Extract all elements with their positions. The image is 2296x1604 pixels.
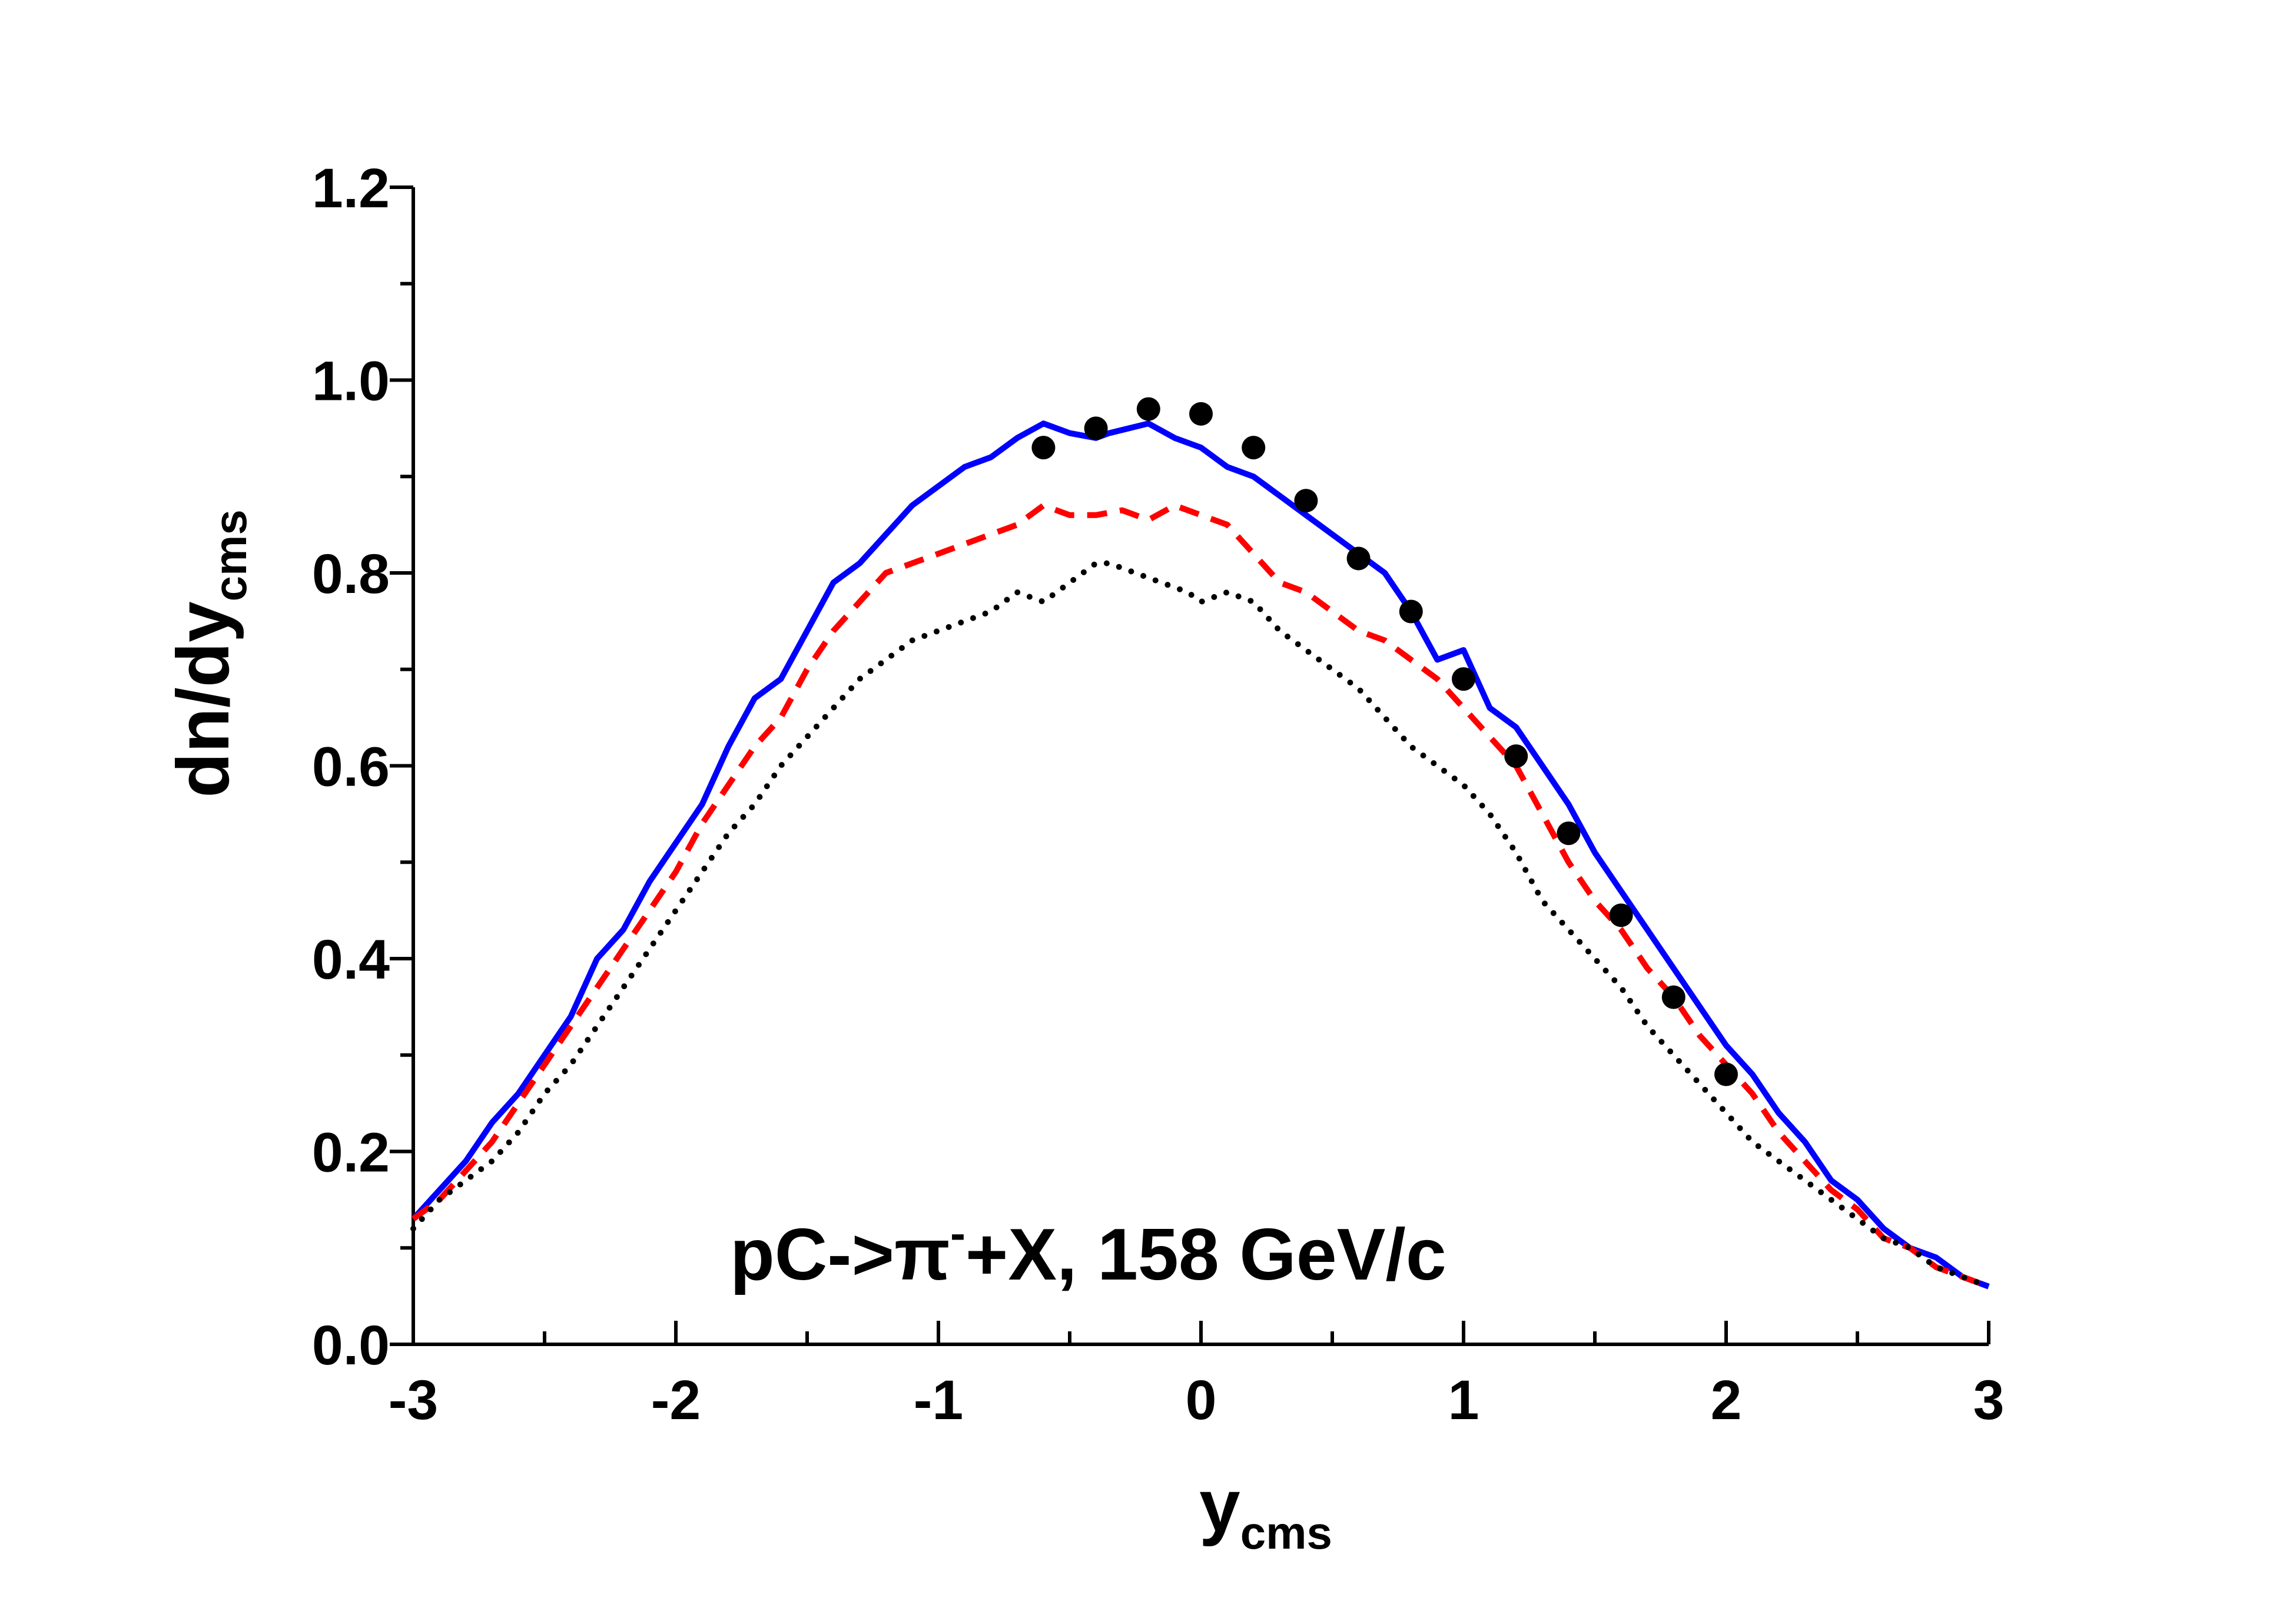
- y-axis-title-sub: cms: [204, 509, 256, 601]
- y-tick-label: 1.0: [312, 350, 390, 413]
- x-tick-label: 1: [1448, 1369, 1479, 1431]
- data-point: [1504, 744, 1528, 768]
- ticks: -3 -2 -1 0 1 2 3 0.0 0.2 0.4 0.6 0.8 1.0 1.2: [312, 157, 2005, 1431]
- annotation-prefix: pC->: [730, 1214, 894, 1295]
- annotation-particle: π: [894, 1214, 950, 1295]
- data-point: [1714, 1062, 1738, 1086]
- y-axis-title: dn/dycms: [162, 509, 256, 797]
- x-tick-label: 3: [1973, 1369, 2005, 1431]
- y-axis-title-main: dn/dy: [162, 601, 244, 797]
- data-points: [1031, 397, 1738, 1086]
- series-dashed-line: [412, 502, 1990, 1290]
- series-lines: [410, 420, 1992, 1290]
- y-tick-label: 0.6: [312, 736, 390, 798]
- data-point: [1399, 599, 1423, 624]
- data-point: [1031, 436, 1056, 460]
- annotation-charge: -: [950, 1207, 965, 1259]
- series-solid-line: [411, 420, 1990, 1290]
- y-tick-label: 0.0: [312, 1314, 390, 1377]
- x-tick-label: -1: [914, 1369, 963, 1431]
- data-point: [1452, 667, 1475, 691]
- y-tick-label: 0.8: [312, 543, 390, 605]
- x-tick-label: -2: [651, 1369, 701, 1431]
- data-point: [1661, 985, 1685, 1009]
- y-tick-label: 0.2: [312, 1122, 390, 1184]
- data-point: [1294, 489, 1318, 513]
- annotation-suffix: +X, 158 GeV/c: [965, 1214, 1446, 1295]
- data-point: [1346, 546, 1371, 571]
- x-tick-label: 2: [1711, 1369, 1742, 1431]
- data-point: [1084, 416, 1108, 440]
- x-axis-title-sub: cms: [1240, 1507, 1332, 1559]
- x-tick-label: -3: [389, 1369, 438, 1431]
- data-point: [1242, 436, 1266, 460]
- series-dotted-line: [410, 560, 1992, 1290]
- reaction-annotation: pC->π-+X, 158 GeV/c: [730, 1207, 1446, 1295]
- x-axis-title-main: y: [1199, 1465, 1240, 1547]
- x-tick-label: 0: [1186, 1369, 1217, 1431]
- data-point: [1189, 402, 1213, 426]
- data-point: [1136, 397, 1160, 421]
- data-point: [1609, 903, 1633, 927]
- data-point: [1557, 821, 1581, 846]
- y-tick-label: 1.2: [312, 157, 390, 220]
- axes: [412, 187, 1989, 1346]
- y-tick-label: 0.4: [312, 929, 390, 991]
- x-axis-title: ycms: [1199, 1465, 1332, 1559]
